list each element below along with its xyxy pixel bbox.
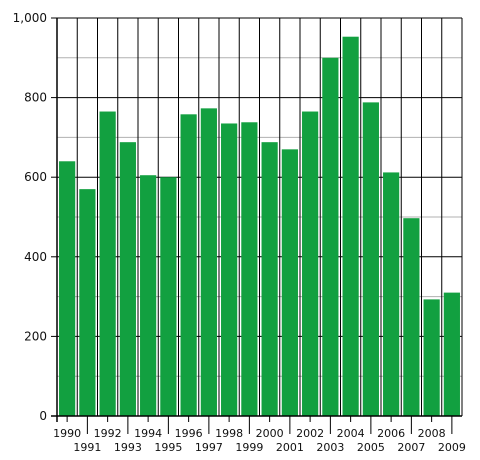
y-tick-label: 1,000 <box>13 11 47 25</box>
y-tick-label: 600 <box>24 170 47 184</box>
x-tick-label-2006: 2006 <box>377 427 405 440</box>
x-tick-label-1994: 1994 <box>134 427 162 440</box>
bars <box>59 36 460 417</box>
bar-2000 <box>261 142 278 416</box>
bar-2003 <box>322 57 339 417</box>
x-tick-label-1998: 1998 <box>215 427 243 440</box>
x-tick-label-2000: 2000 <box>256 427 284 440</box>
y-tick-label: 200 <box>24 329 47 343</box>
x-tick-label-1990: 1990 <box>53 427 81 440</box>
bar-1992 <box>99 111 116 416</box>
bar-1991 <box>79 189 96 416</box>
y-tick-label: 400 <box>24 250 47 264</box>
bar-1995 <box>160 177 177 416</box>
bar-1999 <box>241 122 258 416</box>
x-tick-label-1993: 1993 <box>114 441 142 454</box>
bar-2006 <box>383 172 400 416</box>
bar-1997 <box>200 108 217 416</box>
x-tick-label-1992: 1992 <box>94 427 122 440</box>
axes <box>51 17 462 434</box>
x-tick-label-1999: 1999 <box>235 441 263 454</box>
bar-1998 <box>221 123 238 416</box>
bar-2009 <box>443 292 460 416</box>
x-tick-label-2001: 2001 <box>276 441 304 454</box>
grid <box>56 17 463 417</box>
x-tick-label-1997: 1997 <box>195 441 223 454</box>
bar-1996 <box>180 114 197 416</box>
bar-2001 <box>281 149 298 416</box>
bar-2002 <box>302 111 319 416</box>
bar-1990 <box>59 161 76 416</box>
x-tick-label-1996: 1996 <box>175 427 203 440</box>
bar-2007 <box>403 218 420 416</box>
x-tick-label-1995: 1995 <box>154 441 182 454</box>
bar-1994 <box>140 175 157 416</box>
x-tick-label-2003: 2003 <box>316 441 344 454</box>
x-tick-label-2005: 2005 <box>357 441 385 454</box>
bar-2004 <box>342 36 359 417</box>
x-tick-labels: 1990199119921993199419951996199719981999… <box>53 427 466 454</box>
bar-2005 <box>362 102 379 416</box>
x-tick-label-1991: 1991 <box>73 441 101 454</box>
y-tick-labels: 0 200 400 600 800 1,000 <box>13 11 47 423</box>
y-tick-label: 800 <box>24 91 47 105</box>
y-tick-label: 0 <box>39 409 47 423</box>
bar-2008 <box>423 299 440 416</box>
x-tick-label-2008: 2008 <box>418 427 446 440</box>
x-tick-label-2007: 2007 <box>397 441 425 454</box>
bar-1993 <box>119 142 136 416</box>
x-tick-label-2004: 2004 <box>337 427 365 440</box>
x-tick-label-2009: 2009 <box>438 441 466 454</box>
x-tick-label-2002: 2002 <box>296 427 324 440</box>
